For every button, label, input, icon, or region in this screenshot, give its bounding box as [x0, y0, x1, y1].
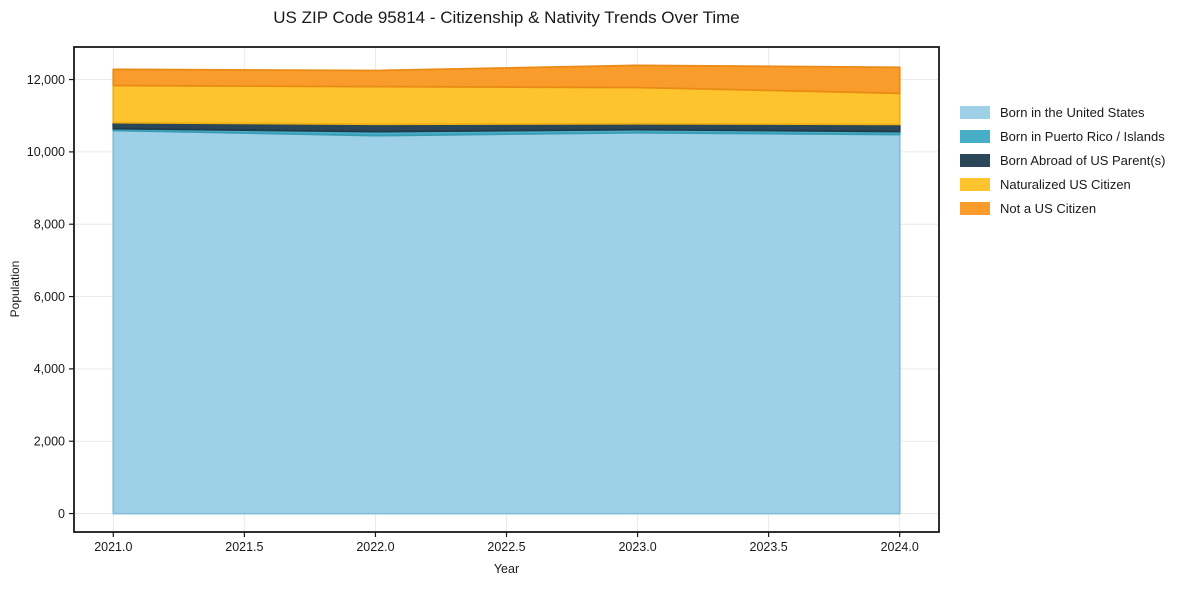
legend-label: Naturalized US Citizen — [1000, 176, 1131, 192]
plot-area: 0 2,000 4,000 6,000 8,000 10,000 12,000 2021.0 2… — [27, 46, 940, 554]
x-axis-label: Year — [493, 562, 520, 576]
x-tick-label: 2023.5 — [750, 540, 788, 554]
legend-swatch-icon — [960, 129, 990, 143]
legend-item: Not a US Citizen — [960, 196, 1165, 220]
legend-label: Born in Puerto Rico / Islands — [1000, 128, 1165, 144]
area-born-in-the-united-states — [112, 129, 901, 515]
x-tick-label: 2022.5 — [487, 540, 525, 554]
y-tick-label: 4,000 — [34, 362, 65, 376]
legend-label: Not a US Citizen — [1000, 200, 1097, 216]
y-tick-label: 10,000 — [27, 145, 65, 159]
chart-title: US ZIP Code 95814 - Citizenship & Nativi… — [273, 8, 740, 27]
legend-label: Born in the United States — [1000, 104, 1145, 120]
x-tick-label: 2024.0 — [881, 540, 919, 554]
y-tick-label: 2,000 — [34, 435, 65, 449]
legend-item: Born in Puerto Rico / Islands — [960, 124, 1165, 148]
legend-item: Born Abroad of US Parent(s) — [960, 148, 1165, 172]
y-tick-label: 8,000 — [34, 218, 65, 232]
legend-item: Naturalized US Citizen — [960, 172, 1165, 196]
legend-item: Born in the United States — [960, 100, 1165, 124]
legend-swatch-icon — [960, 105, 990, 119]
area-not-a-us-citizen — [112, 64, 901, 95]
x-tick-label: 2023.0 — [618, 540, 656, 554]
x-tick-label: 2022.0 — [356, 540, 394, 554]
x-tick-label: 2021.5 — [225, 540, 263, 554]
legend-swatch-icon — [960, 153, 990, 167]
y-axis-label: Population — [8, 260, 22, 318]
legend: Born in the United States Born in Puerto … — [960, 100, 1165, 220]
y-tick-label: 12,000 — [27, 73, 65, 87]
legend-label: Born Abroad of US Parent(s) — [1000, 152, 1166, 168]
legend-swatch-icon — [960, 177, 990, 191]
legend-swatch-icon — [960, 201, 990, 215]
y-tick-label: 6,000 — [34, 290, 65, 304]
y-tick-label: 0 — [58, 507, 65, 521]
x-tick-label: 2021.0 — [94, 540, 132, 554]
